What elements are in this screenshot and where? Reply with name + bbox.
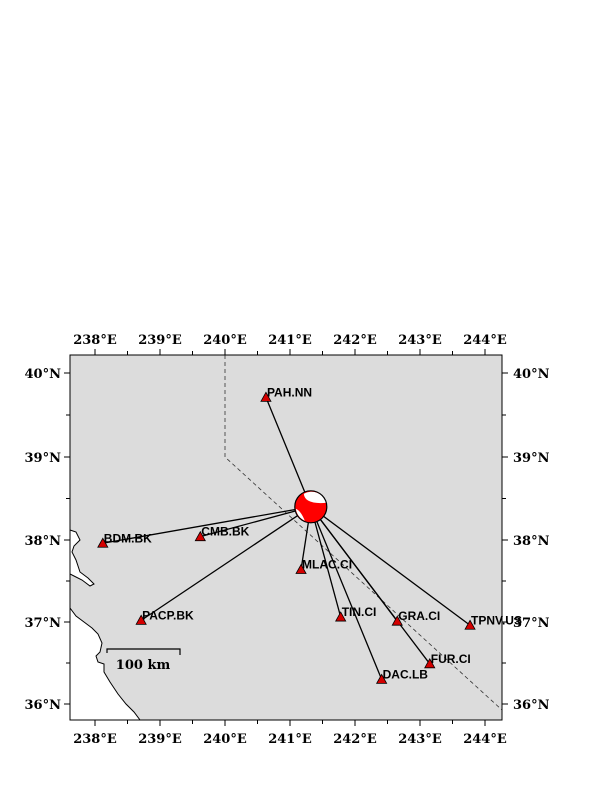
station-label: TPNV.US [471,613,522,627]
coastline [69,606,141,721]
scale-bar-label: 100 km [116,658,171,673]
lat-tick-label-left: 37°N [25,616,62,631]
lon-tick-label-top: 243°E [398,333,442,348]
lon-tick-label-bottom: 244°E [463,732,507,747]
ray-path [102,506,311,544]
beachball-dilatation [295,508,305,521]
beachball-dilatation [303,491,327,504]
ray-path [310,506,383,680]
lat-tick-label-left: 40°N [25,367,62,382]
station-label: GRA.CI [398,609,440,623]
lon-tick-label-top: 244°E [463,333,507,348]
station-label: PAH.NN [267,385,312,399]
station-label: DAC.LB [383,667,429,681]
lon-tick-label-bottom: 239°E [138,732,182,747]
beachball [294,490,328,524]
station-triangle-icon [424,657,436,669]
station-label: MLAC.CI [302,558,352,572]
lon-tick-label-bottom: 238°E [73,732,117,747]
station-triangle-icon [391,615,403,626]
ray-path [265,397,312,508]
lat-tick-label-right: 39°N [513,451,550,466]
station-triangle-icon [194,530,206,542]
lon-tick-label-bottom: 240°E [203,732,247,747]
lon-tick-label-bottom: 241°E [268,732,312,747]
station-label: BDM.BK [104,531,152,545]
lat-tick-label-right: 38°N [513,534,550,549]
lon-tick-label-top: 242°E [333,333,377,348]
ray-path [310,506,342,618]
stations: PAH.NN BDM.BK CMB.BK MLAC.CI PACP.BK TIN.CI GR… [97,385,522,684]
station-label: CMB.BK [201,525,249,539]
station-triangle-icon [464,619,476,630]
station-triangle-icon [375,673,388,684]
lon-tick-label-top: 241°E [268,333,312,348]
lon-tick-label-bottom: 242°E [333,732,377,747]
station-label: PACP.BK [142,608,194,622]
scale-bar-line [106,648,181,655]
lat-tick-label-right: 40°N [513,367,550,382]
coastline-bay [69,529,95,587]
scale-bar: 100 km [106,648,181,673]
lat-tick-label-right: 36°N [513,698,550,713]
ray-path [310,506,471,626]
station-triangle-icon [335,611,347,622]
ray-path [200,506,311,538]
ray-path [140,506,312,621]
station-triangle-icon [135,614,147,625]
state-border [224,355,503,711]
lon-tick-label-top: 238°E [73,333,117,348]
lon-tick-label-top: 239°E [138,333,182,348]
station-label: TIN.CI [342,605,377,619]
ray-path [310,506,431,665]
station-triangle-icon [97,537,109,548]
map-frame [69,354,503,721]
station-triangle-icon [260,391,272,402]
lon-tick-label-top: 240°E [203,333,247,348]
lat-tick-label-left: 36°N [25,698,62,713]
lat-tick-label-left: 38°N [25,534,62,549]
lon-tick-label-bottom: 243°E [398,732,442,747]
beachball-outline [294,490,328,524]
lat-tick-label-right: 37°N [513,616,550,631]
lat-tick-label-left: 39°N [25,451,62,466]
axis-ticks: 238°E 238°E 239°E 239°E 240°E 240°E 241°E 241°E… [25,333,550,747]
station-triangle-icon [295,563,307,574]
station-label: FUR.CI [431,652,471,666]
